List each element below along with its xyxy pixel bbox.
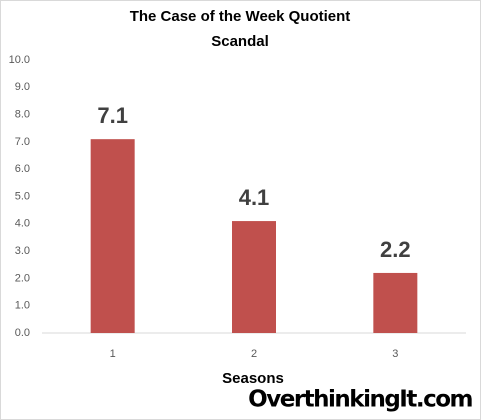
bar <box>373 272 418 333</box>
y-tick-label: 4.0 <box>15 218 30 230</box>
y-tick-label: 7.0 <box>15 136 30 148</box>
y-tick-label: 8.0 <box>15 109 30 121</box>
y-tick-label: 5.0 <box>15 190 30 202</box>
chart-title: The Case of the Week Quotient <box>130 8 351 25</box>
x-tick-label: 1 <box>110 348 116 360</box>
y-tick-label: 10.0 <box>9 54 30 66</box>
y-tick-label: 3.0 <box>15 245 30 257</box>
watermark: OverthinkingIt.com <box>248 387 472 413</box>
y-tick-label: 9.0 <box>15 81 30 93</box>
x-tick-label: 2 <box>251 348 257 360</box>
chart-subtitle: Scandal <box>211 33 269 50</box>
bar <box>90 139 135 333</box>
y-tick-label: 6.0 <box>15 163 30 175</box>
value-label: 4.1 <box>239 185 270 210</box>
value-label: 7.1 <box>97 103 128 128</box>
y-tick-label: 0.0 <box>15 327 30 339</box>
value-label: 2.2 <box>380 237 411 262</box>
y-tick-label: 2.0 <box>15 272 30 284</box>
bar <box>232 221 276 333</box>
x-tick-label: 3 <box>392 348 398 360</box>
x-axis-label: Seasons <box>222 370 284 387</box>
y-tick-label: 1.0 <box>15 300 30 312</box>
